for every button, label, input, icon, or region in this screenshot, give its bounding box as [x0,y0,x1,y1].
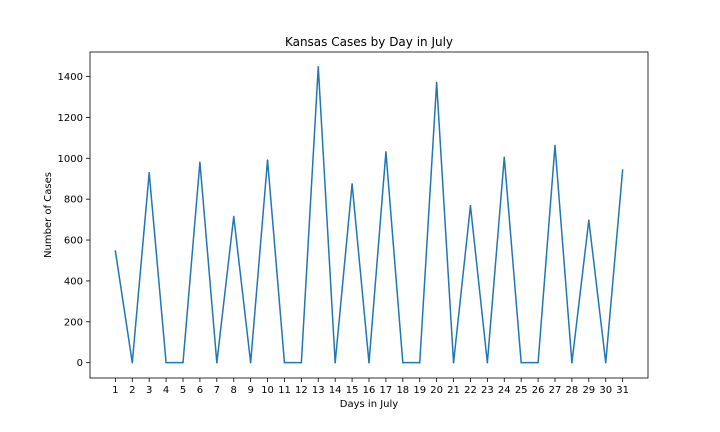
data-point [199,161,201,164]
x-tick-label: 17 [380,385,393,396]
data-point [114,250,117,252]
y-tick-label: 1000 [58,154,83,165]
data-point [571,361,573,364]
x-tick-label: 15 [346,385,359,396]
data-point [232,215,235,218]
data-point [165,361,167,364]
y-tick-label: 800 [64,195,83,206]
data-point [452,361,455,364]
y-tick-label: 400 [64,276,83,287]
data-point [385,151,387,153]
x-tick-label: 21 [447,385,460,396]
x-tick-label: 5 [180,385,186,396]
data-point [621,169,624,171]
x-tick-label: 30 [599,385,612,396]
y-tick-label: 1400 [58,72,83,83]
x-tick-label: 6 [197,385,203,396]
x-tick-label: 29 [582,385,595,396]
x-tick-label: 22 [464,385,477,396]
x-tick-label: 13 [312,385,325,396]
data-point [351,183,353,185]
data-point [402,361,404,364]
data-point [131,361,134,364]
x-tick-label: 10 [261,385,274,396]
x-tick-label: 9 [247,385,253,396]
data-point [317,66,320,68]
x-tick-label: 26 [532,385,545,396]
y-tick-label: 0 [77,358,83,369]
data-point [435,81,438,84]
x-tick-label: 31 [616,385,629,396]
x-tick-label: 8 [231,385,237,396]
data-point [537,361,539,364]
data-point [503,156,506,159]
chart-title: Kansas Cases by Day in July [285,35,453,49]
x-tick-label: 14 [329,385,342,396]
data-point [469,204,472,207]
y-tick-label: 200 [64,317,83,328]
y-tick-label: 1200 [58,113,83,124]
data-point [486,361,489,364]
series-line [114,66,624,364]
x-tick-label: 1 [112,385,118,396]
x-tick-label: 18 [396,385,409,396]
x-tick-label: 3 [146,385,152,396]
x-tick-label: 16 [363,385,376,396]
x-tick-label: 4 [163,385,169,396]
data-point [216,361,218,364]
data-point [368,361,370,364]
x-tick-label: 23 [481,385,494,396]
x-tick-label: 12 [295,385,308,396]
x-tick-label: 2 [129,385,135,396]
plot-area: 1 2 3 4 5 6 7 8 9 10 11 12 13 14 15 16 17 18 19 20 21 22 23 24 2… [58,66,629,396]
x-tick-label: 24 [498,385,511,396]
x-tick-label: 27 [549,385,562,396]
x-axis-label: Days in July [340,399,398,410]
x-tick-label: 25 [515,385,528,396]
data-point [148,172,150,174]
plot-frame [89,51,649,379]
data-point [554,144,556,147]
data-point [334,361,336,364]
x-tick-label: 7 [214,385,220,396]
data-point [266,159,269,161]
x-tick-label: 28 [566,385,579,396]
data-point [300,361,303,364]
data-point [249,361,252,364]
x-tick-label: 20 [430,385,443,396]
data-point [604,361,607,364]
y-tick-label: 600 [64,236,83,247]
x-tick-label: 19 [413,385,426,396]
data-point [182,361,184,364]
data-point [283,361,286,364]
data-point [520,361,522,364]
y-axis-label: Number of Cases [43,172,54,258]
data-point [418,361,421,364]
x-tick-label: 11 [278,385,291,396]
data-point [588,219,590,221]
